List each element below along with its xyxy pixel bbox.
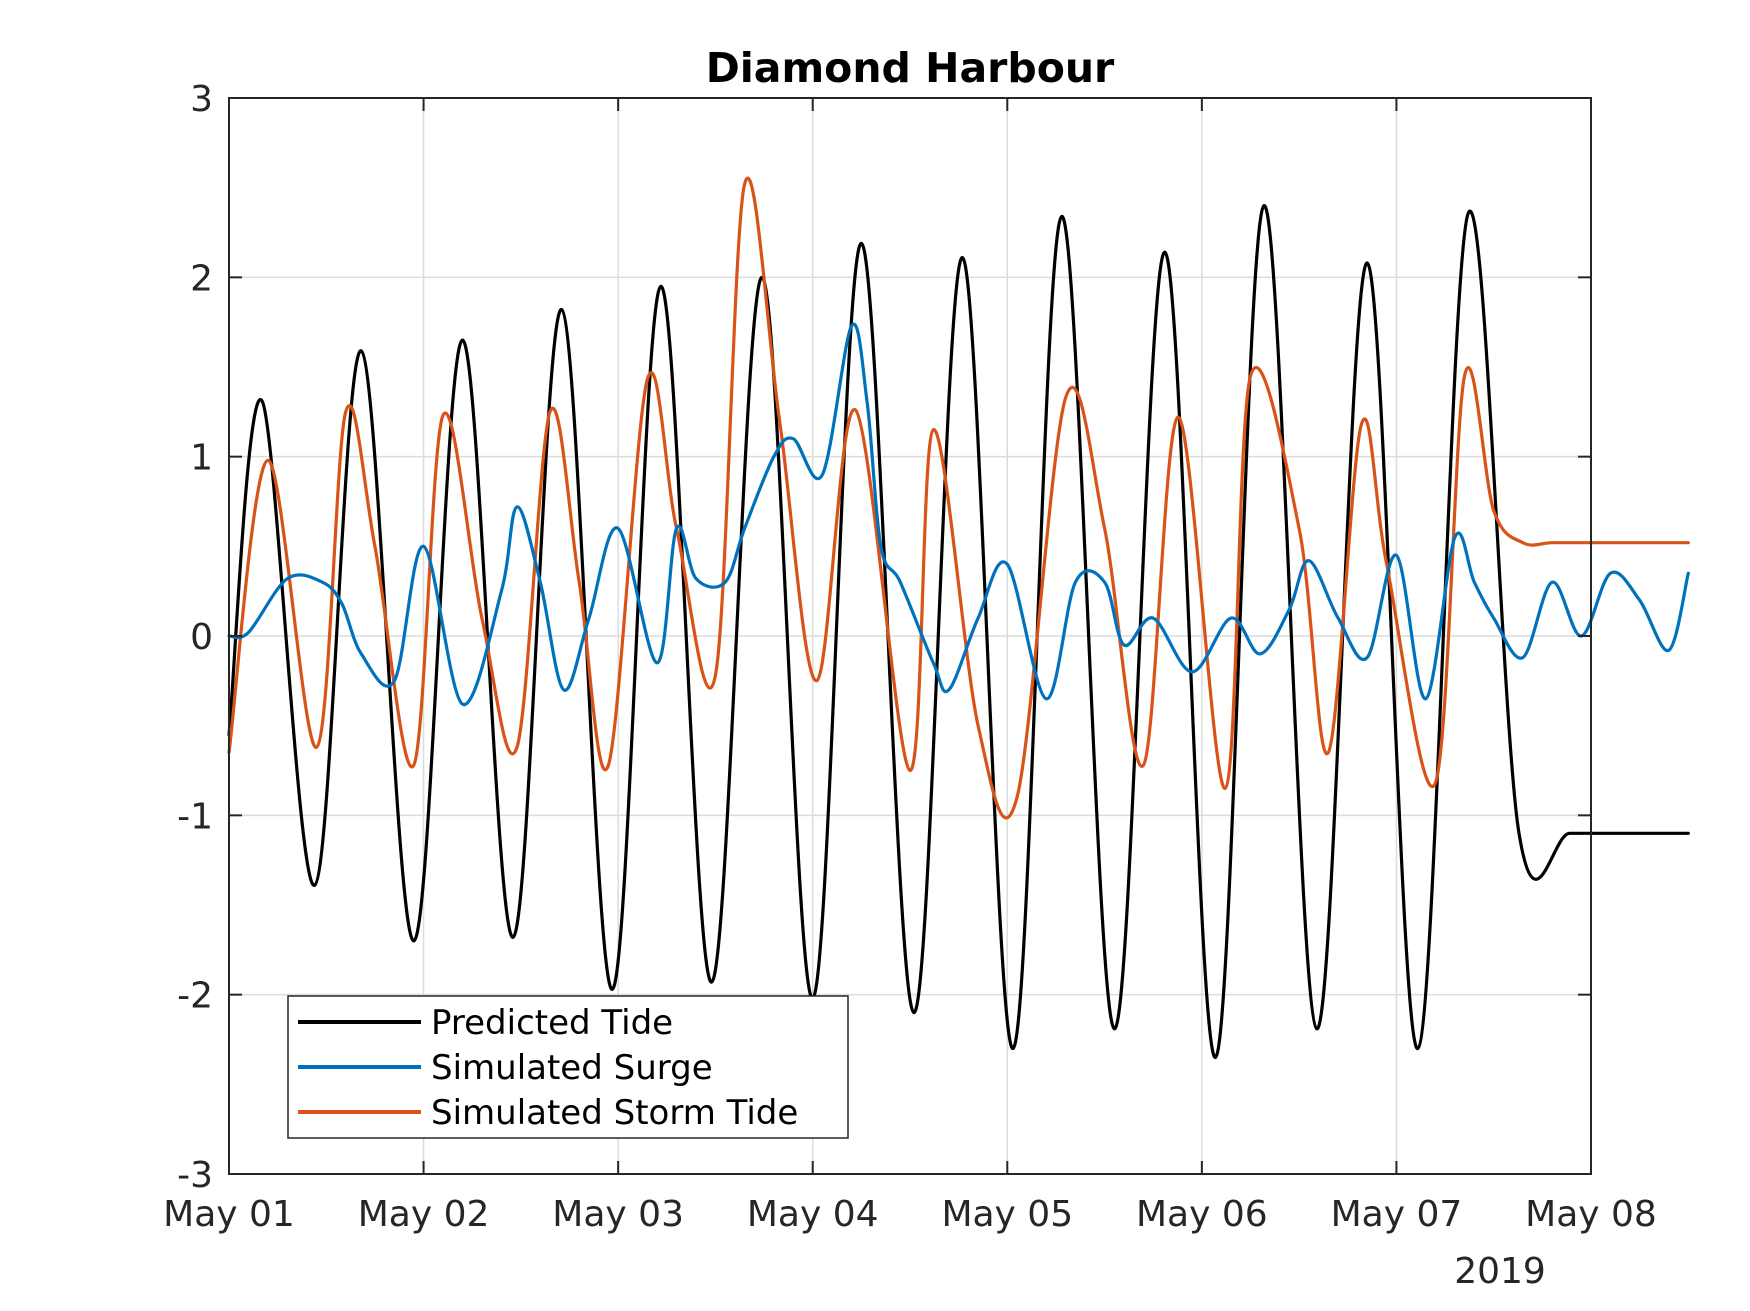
legend: Predicted Tide Simulated Surge Simulated S… (287, 995, 849, 1139)
series-line-simulated-surge (227, 322, 1690, 706)
x-tick-label: May 07 (1331, 1194, 1463, 1235)
x-tick-label: May 02 (358, 1194, 490, 1235)
x-tick-label: May 04 (747, 1194, 879, 1235)
chart-title: Diamond Harbour (706, 44, 1115, 92)
y-tick-label: 0 (190, 617, 213, 658)
x-axis-tick-labels: May 01 May 02 May 03 May 04 May 05 May 06 May … (163, 1194, 1657, 1235)
x-tick-label: May 05 (941, 1194, 1073, 1235)
y-tick-label: 1 (190, 438, 213, 479)
series-line-simulated-storm-tide (227, 176, 1690, 820)
y-tick-label: 3 (190, 79, 213, 120)
x-tick-label: May 08 (1525, 1194, 1657, 1235)
x-axis-secondary-label: 2019 (1454, 1251, 1546, 1292)
y-tick-label: 2 (190, 258, 213, 299)
x-tick-label: May 01 (163, 1194, 295, 1235)
series-layer (227, 176, 1690, 1060)
legend-entry-label: Simulated Storm Tide (431, 1093, 798, 1133)
y-tick-label: -1 (177, 796, 213, 837)
x-tick-label: May 03 (552, 1194, 684, 1235)
y-tick-label: -3 (177, 1155, 213, 1196)
y-tick-label: -2 (177, 976, 213, 1017)
x-tick-label: May 06 (1136, 1194, 1268, 1235)
y-axis-tick-labels: -3 -2 -1 0 1 2 3 (177, 79, 213, 1196)
axis-ticks (228, 97, 1592, 1175)
legend-entry-label: Simulated Surge (431, 1048, 713, 1088)
legend-entry-label: Predicted Tide (431, 1003, 673, 1043)
